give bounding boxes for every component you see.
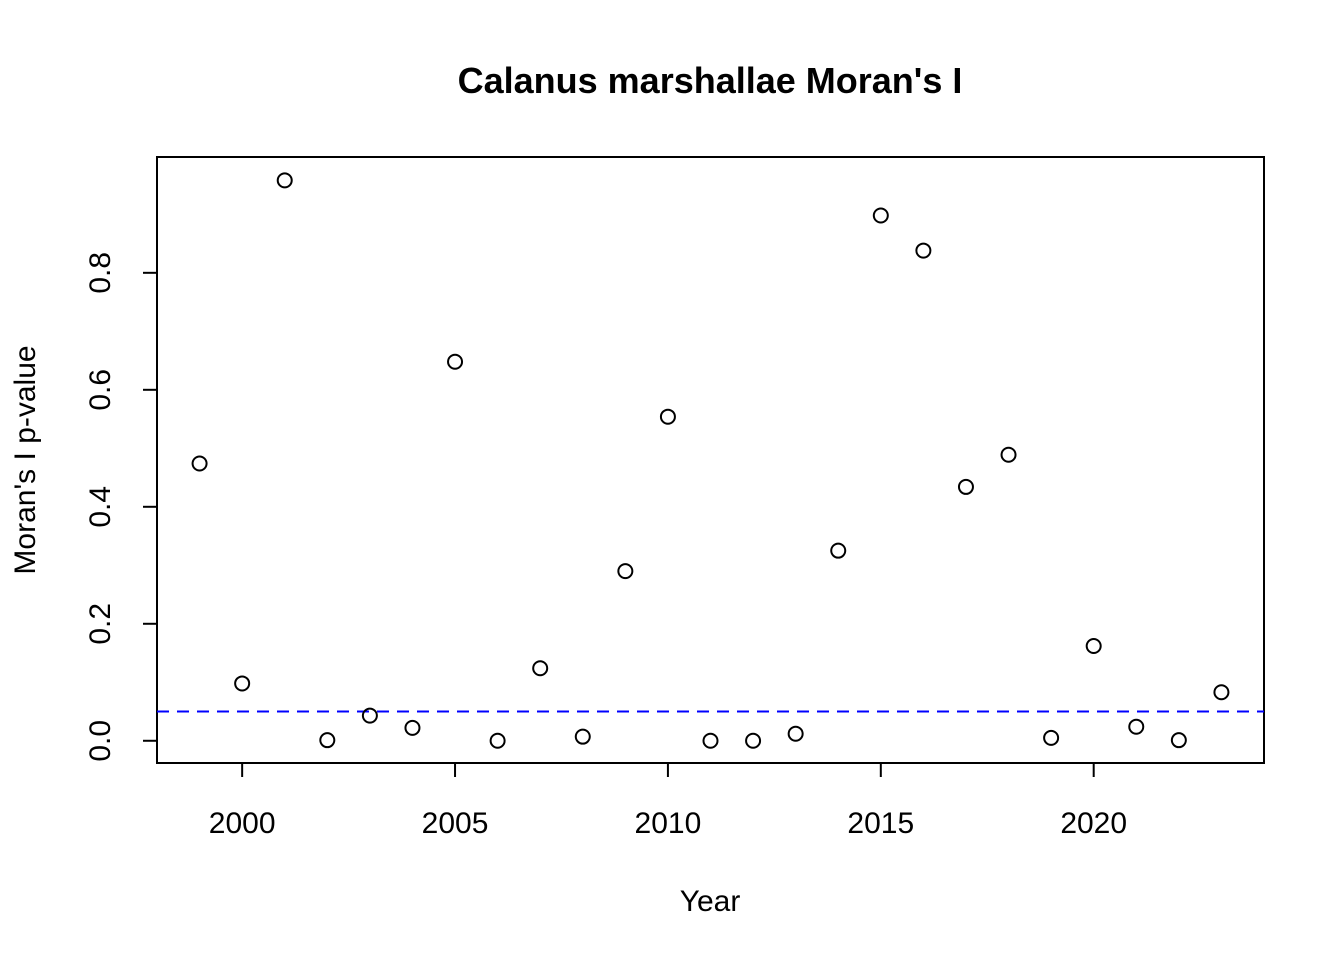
data-point — [234, 675, 251, 692]
data-point — [1085, 638, 1102, 655]
data-point — [1213, 684, 1230, 701]
x-tick-label: 2005 — [422, 807, 489, 840]
data-point — [319, 732, 336, 749]
x-tick-label: 2015 — [847, 807, 914, 840]
data-point — [489, 732, 506, 749]
y-axis: 0.0 0.2 0.4 0.6 0.8 — [84, 252, 158, 762]
data-point — [745, 732, 762, 749]
y-tick-label: 0.4 — [84, 486, 117, 528]
chart-title: Calanus marshallae Moran's I — [458, 60, 963, 101]
data-point — [830, 542, 847, 559]
data-point — [957, 478, 974, 495]
data-point — [659, 408, 676, 425]
y-tick-label: 0.8 — [84, 252, 117, 294]
x-tick-label: 2010 — [635, 807, 702, 840]
data-point — [447, 353, 464, 370]
data-point — [872, 207, 889, 224]
data-point — [191, 455, 208, 472]
y-tick-label: 0.6 — [84, 369, 117, 411]
plot-frame — [156, 156, 1265, 764]
y-tick-label: 0.2 — [84, 603, 117, 645]
data-point — [404, 719, 421, 736]
data-point — [361, 707, 378, 724]
x-axis-label: Year — [680, 885, 741, 918]
y-tick-label: 0.0 — [84, 720, 117, 762]
x-tick-label: 2000 — [209, 807, 276, 840]
data-point — [702, 732, 719, 749]
data-point — [1000, 446, 1017, 463]
data-point — [915, 242, 932, 259]
y-axis-label: Moran's I p-value — [9, 345, 42, 574]
data-points — [191, 172, 1230, 749]
data-point — [1128, 718, 1145, 735]
data-point — [532, 660, 549, 677]
x-axis: 2000 2005 2010 2015 2020 — [209, 762, 1127, 840]
data-point — [276, 172, 293, 189]
data-point — [617, 563, 634, 580]
data-point — [574, 728, 591, 745]
data-point — [1043, 729, 1060, 746]
data-point — [787, 725, 804, 742]
data-point — [1170, 732, 1187, 749]
x-tick-label: 2020 — [1060, 807, 1127, 840]
